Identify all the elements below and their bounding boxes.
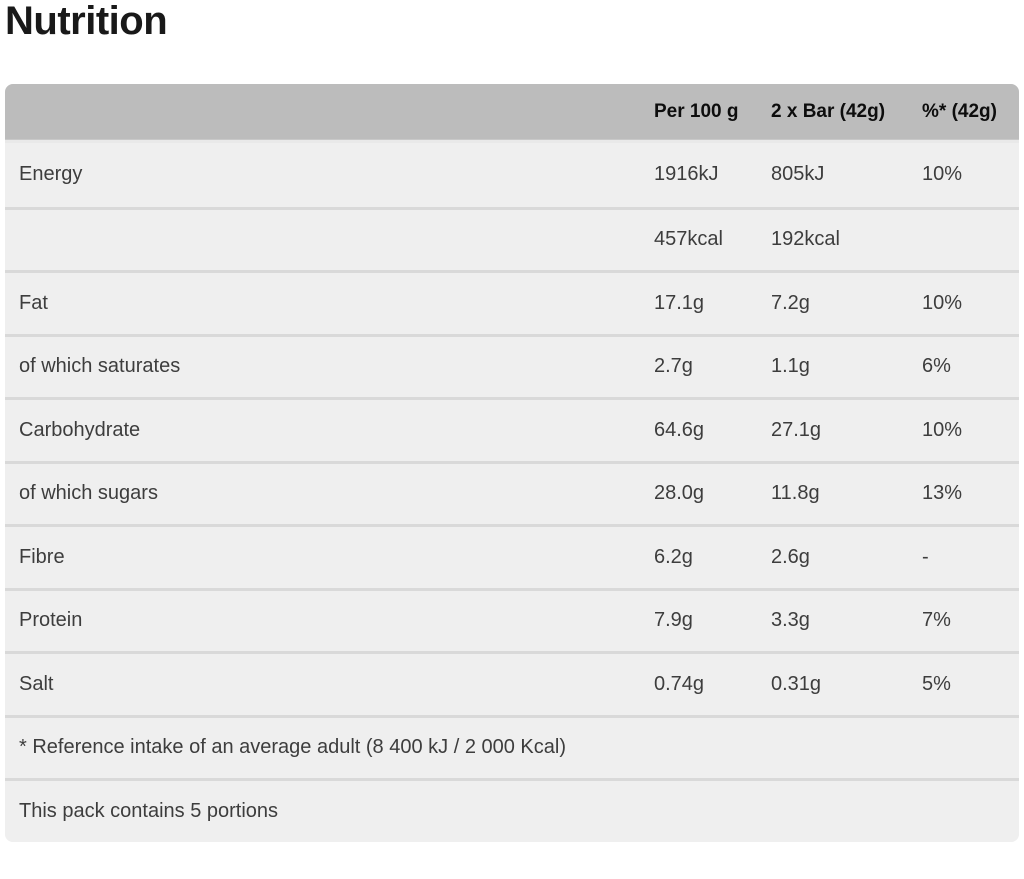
nutrient-label: Protein xyxy=(19,609,83,632)
value-per-100g: 64.6g xyxy=(654,418,705,441)
footnote-portions: This pack contains 5 portions xyxy=(19,799,279,822)
footnote-row-reference-intake: * Reference intake of an average adult (… xyxy=(5,714,1019,778)
table-header-row: Per 100 g 2 x Bar (42g) %* (42g) xyxy=(5,84,1019,140)
table-row: Protein 7.9g 3.3g 7% xyxy=(5,587,1019,651)
value-per-2-bars: 11.8g xyxy=(771,482,820,505)
value-per-2-bars: 2.6g xyxy=(771,545,810,568)
table-row: Carbohydrate 64.6g 27.1g 10% xyxy=(5,397,1019,461)
nutrient-label: of which saturates xyxy=(19,355,181,378)
footnote-reference-intake: * Reference intake of an average adult (… xyxy=(19,736,567,759)
value-per-100g: 1916kJ xyxy=(654,163,719,186)
value-percent-ri: 6% xyxy=(922,355,951,378)
value-percent-ri: 10% xyxy=(922,163,963,186)
value-percent-ri: 5% xyxy=(922,672,951,695)
value-per-100g: 7.9g xyxy=(654,609,693,632)
value-percent-ri: 13% xyxy=(922,482,963,505)
nutrient-label: Fibre xyxy=(19,545,65,568)
value-percent-ri: 7% xyxy=(922,609,951,632)
value-per-100g: 457kcal xyxy=(654,228,723,251)
value-percent-ri: - xyxy=(922,545,929,568)
nutrient-label: Fat xyxy=(19,291,48,314)
table-row: of which sugars 28.0g 11.8g 13% xyxy=(5,460,1019,524)
value-percent-ri: 10% xyxy=(922,291,963,314)
table-row: Energy 1916kJ 805kJ 10% xyxy=(5,143,1019,207)
value-per-100g: 6.2g xyxy=(654,545,693,568)
value-per-2-bars: 1.1g xyxy=(771,355,810,378)
value-per-2-bars: 0.31g xyxy=(771,672,822,695)
table-row: Fibre 6.2g 2.6g - xyxy=(5,524,1019,588)
value-per-100g: 0.74g xyxy=(654,672,705,695)
column-header-per-100g: Per 100 g xyxy=(654,100,739,122)
column-header-2x-bar: 2 x Bar (42g) xyxy=(771,100,886,122)
nutrient-label: Salt xyxy=(19,672,54,695)
value-percent-ri: 10% xyxy=(922,418,963,441)
nutrient-label: Energy xyxy=(19,163,83,186)
footnote-row-portions: This pack contains 5 portions xyxy=(5,778,1019,842)
value-per-100g: 2.7g xyxy=(654,355,693,378)
page-title: Nutrition xyxy=(5,0,168,43)
table-row: of which saturates 2.7g 1.1g 6% xyxy=(5,333,1019,397)
nutrition-table: Per 100 g 2 x Bar (42g) %* (42g) Energy … xyxy=(5,84,1019,842)
nutrient-label: of which sugars xyxy=(19,482,158,505)
value-per-100g: 28.0g xyxy=(654,482,705,505)
value-per-2-bars: 3.3g xyxy=(771,609,810,632)
value-per-2-bars: 805kJ xyxy=(771,163,825,186)
table-row: Fat 17.1g 7.2g 10% xyxy=(5,270,1019,334)
value-per-2-bars: 27.1g xyxy=(771,418,822,441)
table-body: Energy 1916kJ 805kJ 10% 457kcal 192kcal … xyxy=(5,140,1019,715)
nutrient-label: Carbohydrate xyxy=(19,418,141,441)
column-header-percent-ri: %* (42g) xyxy=(922,100,997,122)
value-per-2-bars: 192kcal xyxy=(771,228,840,251)
table-row: Salt 0.74g 0.31g 5% xyxy=(5,651,1019,715)
table-row: 457kcal 192kcal xyxy=(5,206,1019,270)
value-per-100g: 17.1g xyxy=(654,291,705,314)
value-per-2-bars: 7.2g xyxy=(771,291,810,314)
